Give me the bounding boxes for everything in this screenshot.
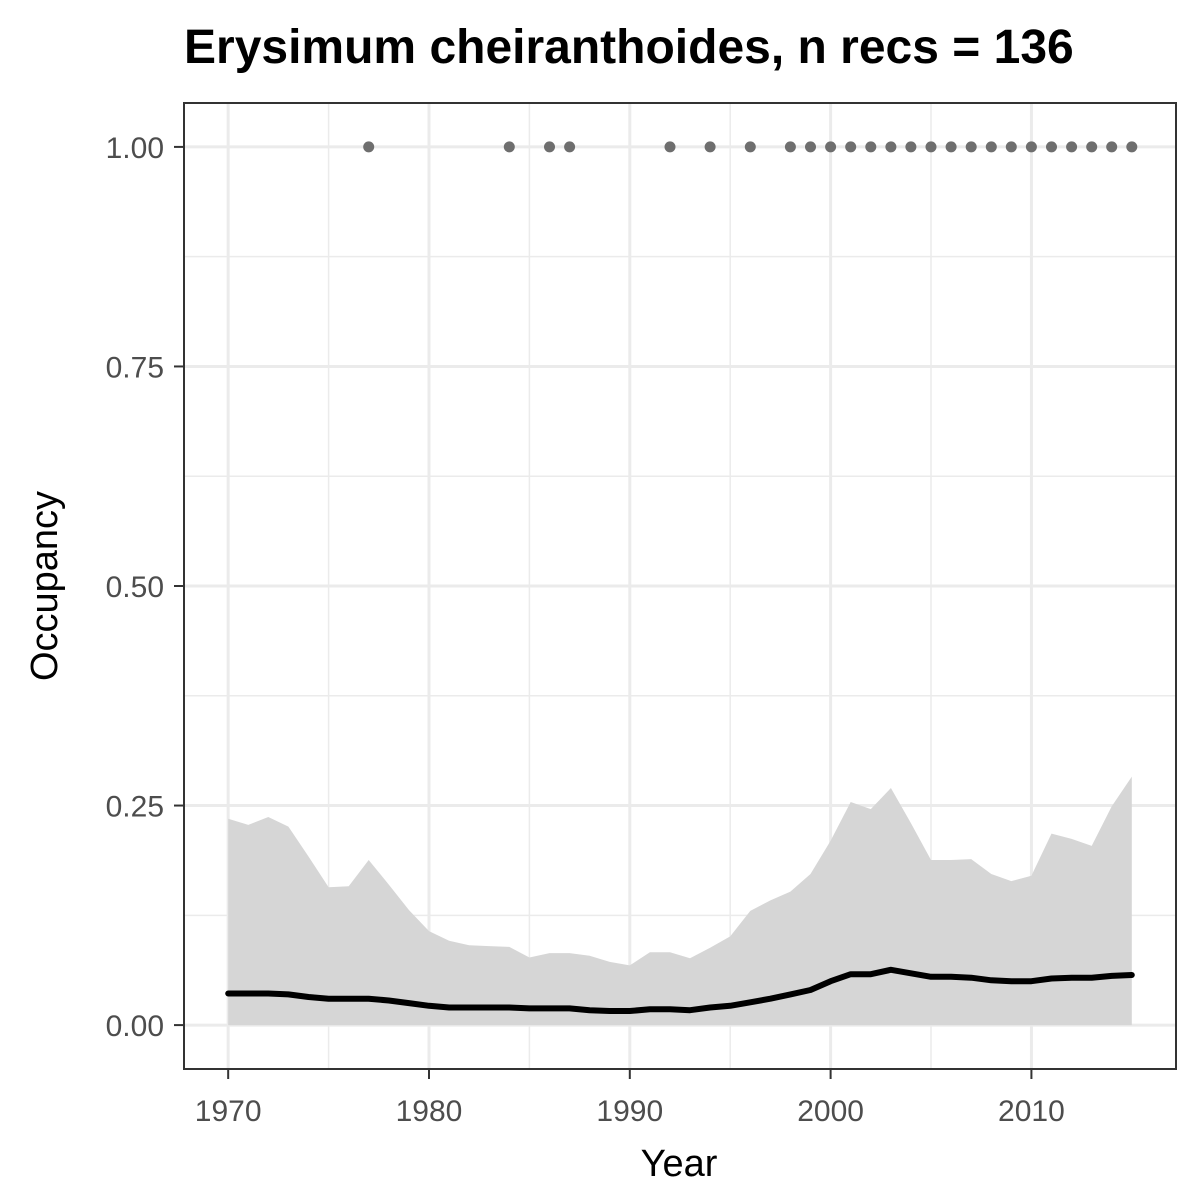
record-point [805, 141, 816, 153]
record-point [1106, 141, 1118, 153]
record-point [1066, 141, 1078, 153]
chart-title: Erysimum cheiranthoides, n recs = 136 [184, 21, 1074, 74]
record-point [885, 141, 897, 153]
y-tick-label: 0.50 [106, 571, 164, 604]
record-point [503, 141, 515, 153]
record-point [845, 141, 857, 153]
x-axis-label: Year [641, 1143, 718, 1185]
record-point [1025, 141, 1037, 153]
record-point [744, 141, 756, 153]
x-tick-label: 2000 [797, 1095, 864, 1128]
record-point [1126, 141, 1138, 153]
confidence-ribbon [228, 776, 1132, 1026]
occupancy-line [225, 966, 1135, 1014]
y-tick-label: 0.75 [106, 351, 164, 384]
x-tick-label: 1970 [195, 1095, 262, 1128]
x-tick-label: 1990 [596, 1095, 663, 1128]
record-point [544, 141, 555, 153]
record-point [664, 141, 676, 153]
y-axis-label: Occupancy [24, 491, 66, 681]
record-point [925, 141, 937, 153]
y-tick-label: 0.25 [106, 791, 164, 824]
record-point [825, 141, 837, 153]
plot-area: 1970 1980 1990 2000 2010 0.00 0.25 0.50 0.75 1.00 [106, 102, 1177, 1128]
record-point [985, 141, 997, 153]
record-point [564, 141, 576, 153]
record-point [905, 141, 917, 153]
record-point [363, 141, 375, 153]
record-point [965, 141, 977, 153]
x-tick-label: 1980 [396, 1095, 463, 1128]
record-point [945, 141, 957, 153]
record-point [704, 141, 716, 153]
record-point [865, 141, 877, 153]
record-point [1005, 141, 1017, 153]
y-tick-label: 1.00 [106, 132, 164, 165]
x-tick-label: 2010 [998, 1095, 1065, 1128]
record-point [1086, 141, 1098, 153]
y-tick-label: 0.00 [106, 1010, 164, 1043]
record-point [784, 141, 796, 153]
record-point [1046, 141, 1057, 153]
